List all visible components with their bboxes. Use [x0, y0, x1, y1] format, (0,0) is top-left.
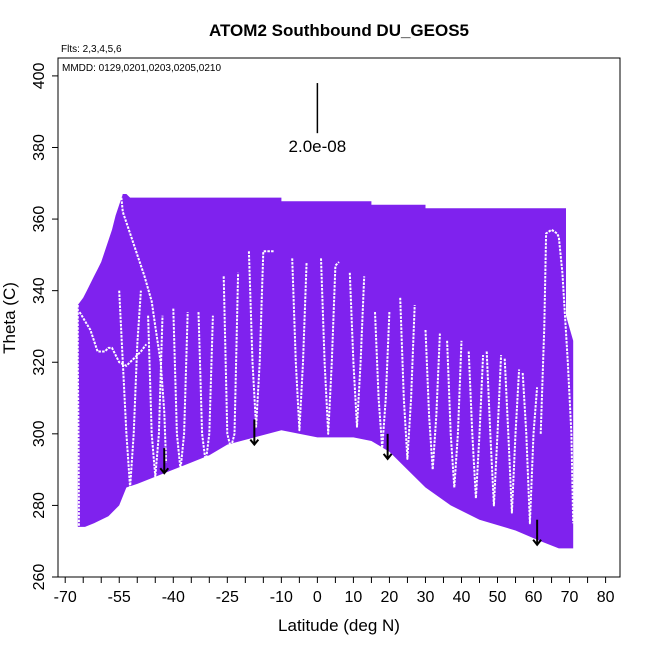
profile-d5	[222, 272, 240, 450]
y-tick-label: 380	[31, 134, 48, 161]
scale-key-label: 2.0e-08	[289, 137, 347, 156]
profile-d15	[485, 351, 503, 507]
profile-d8	[320, 258, 340, 435]
x-tick-label: -25	[216, 589, 239, 606]
x-tick-label: 40	[453, 589, 471, 606]
y-tick-label: 320	[31, 349, 48, 376]
arrow-head-3	[382, 453, 393, 461]
profile-d11	[399, 297, 416, 460]
profile-d10	[374, 312, 391, 450]
profile-d13	[446, 340, 463, 489]
profile-north-end	[539, 228, 575, 524]
x-tick-label: 50	[489, 589, 507, 606]
y-tick-label: 300	[31, 420, 48, 447]
profile-d7	[291, 258, 308, 432]
dates-note: MMDD: 0129,0201,0203,0205,0210	[62, 63, 221, 74]
chart-title: ATOM2 Southbound DU_GEOS5	[209, 21, 469, 40]
x-tick-label: 20	[381, 589, 399, 606]
arrow-head-4	[532, 539, 542, 547]
x-tick-label: 80	[597, 589, 615, 606]
profile-d12	[424, 329, 441, 471]
profile-d9	[348, 272, 366, 428]
x-tick-label: -10	[270, 589, 293, 606]
y-tick-label: 260	[31, 564, 48, 591]
y-tick-label: 360	[31, 206, 48, 233]
x-tick-label: -70	[54, 589, 77, 606]
profile-d1	[118, 290, 142, 489]
x-tick-label: 60	[525, 589, 543, 606]
profile-d2	[147, 315, 164, 478]
profile-d3	[172, 308, 189, 471]
arrow-head-2	[249, 438, 260, 447]
x-axis-label: Latitude (deg N)	[278, 616, 400, 635]
x-tick-label: 30	[417, 589, 435, 606]
x-tick-label: 0	[313, 589, 322, 606]
y-tick-label: 280	[31, 492, 48, 519]
plot-frame	[57, 57, 621, 578]
profile-d14	[467, 351, 485, 500]
y-axis-label: Theta (C)	[0, 282, 19, 354]
profile-left-edge	[76, 305, 80, 527]
y-tick-label: 400	[31, 62, 48, 89]
x-axis: -70 -55 -40 -25 -10 0 10 20 30 40 50 60 70 80	[54, 577, 615, 606]
flights-note: Flts: 2,3,4,5,6	[61, 44, 122, 55]
x-tick-label: 10	[345, 589, 363, 606]
profile-d4	[197, 312, 214, 464]
x-tick-label: 70	[561, 589, 579, 606]
profile-d17	[521, 372, 539, 525]
y-tick-label: 340	[31, 277, 48, 304]
profile-d6	[247, 250, 275, 428]
y-axis: 260 280 300 320 340 360 380 400	[31, 62, 58, 590]
x-tick-label: -40	[162, 589, 185, 606]
profile-d16	[503, 358, 521, 514]
arrow-head-1	[159, 467, 170, 475]
plot-area	[76, 193, 575, 549]
x-tick-label: -55	[108, 589, 131, 606]
profile-second-envelope	[78, 311, 148, 367]
